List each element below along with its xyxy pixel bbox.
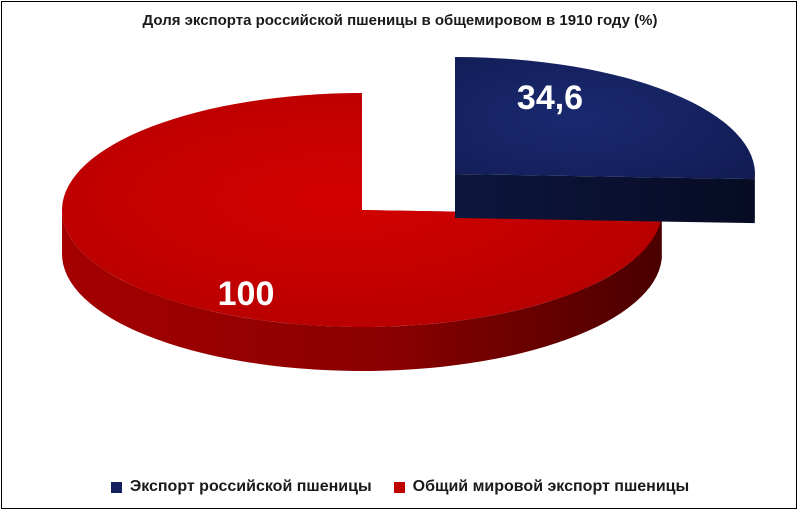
data-label-world-export: 100	[218, 275, 275, 313]
chart-title: Доля экспорта российской пшеницы в общем…	[142, 12, 658, 29]
slice-world-export	[62, 93, 662, 327]
legend: Экспорт российской пшеницы Общий мировой…	[2, 478, 796, 496]
legend-swatch-russian-export	[110, 481, 122, 493]
legend-item-world-export: Общий мировой экспорт пшеницы	[393, 478, 690, 496]
pie-chart: 34,6 100	[61, 57, 756, 372]
slice-russian-export	[455, 57, 756, 180]
legend-item-russian-export: Экспорт российской пшеницы	[110, 478, 372, 496]
legend-swatch-world-export	[393, 481, 405, 493]
legend-label-russian-export: Экспорт российской пшеницы	[129, 478, 372, 495]
slice-world-export-side	[61, 210, 662, 372]
slice-russian-export-cut-face	[455, 174, 755, 224]
legend-label-world-export: Общий мировой экспорт пшеницы	[412, 478, 690, 495]
data-label-russian-export: 34,6	[517, 79, 583, 117]
